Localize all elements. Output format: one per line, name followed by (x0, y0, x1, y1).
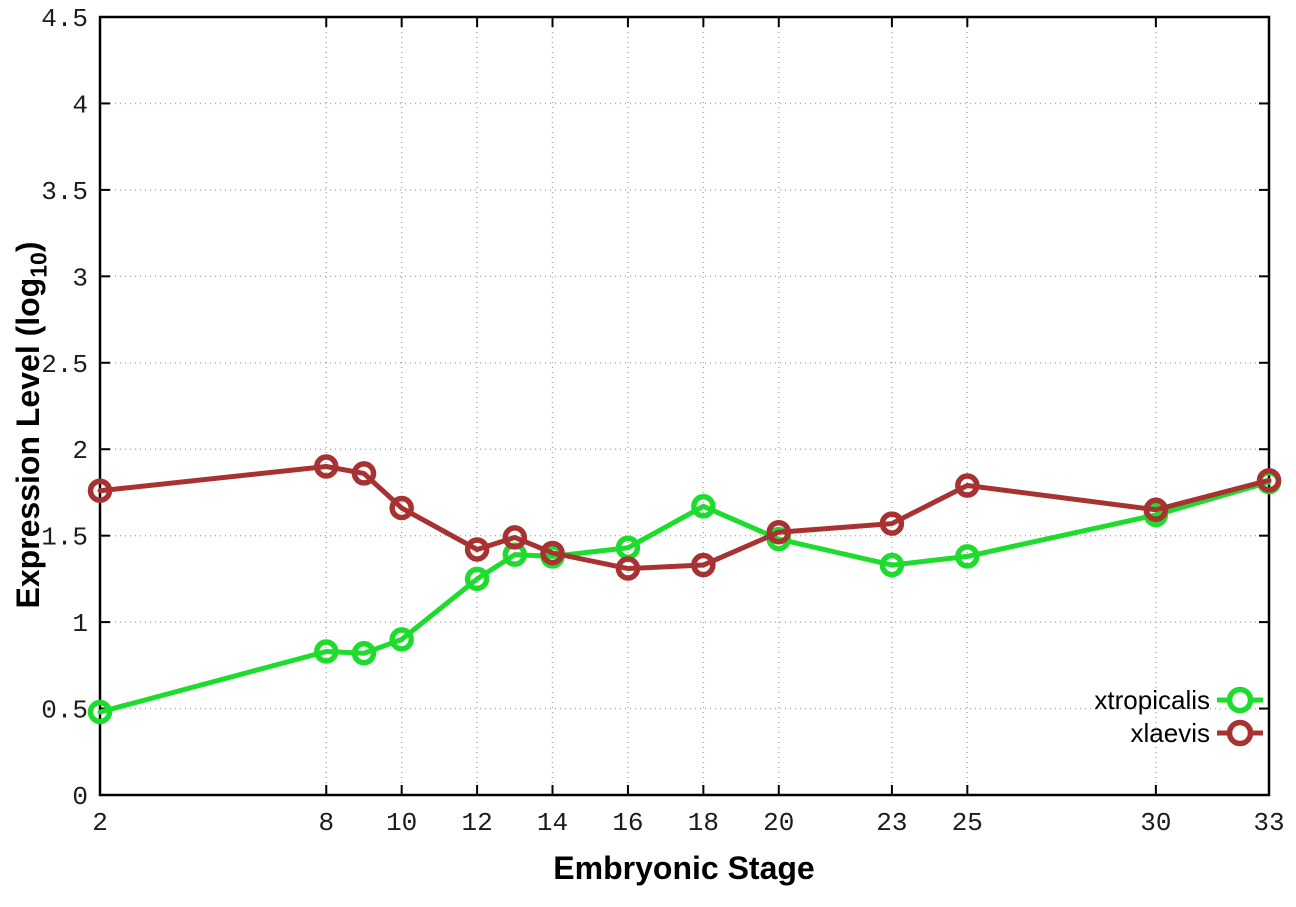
data-series (87, 454, 1282, 725)
x-tick-label: 10 (386, 808, 417, 838)
y-tick-label: 3.5 (41, 177, 88, 207)
data-point-marker-xtropicalis (87, 699, 113, 725)
y-tick-label: 4 (72, 90, 88, 120)
y-tick-label: 4.5 (41, 4, 88, 34)
legend-circle-marker-xlaevis (1226, 719, 1254, 747)
data-point-marker-xlaevis (502, 525, 528, 550)
plot-border (98, 15, 1271, 797)
data-point-marker-xtropicalis (314, 639, 339, 664)
data-point-marker-xlaevis (389, 495, 414, 521)
y-tick-label: 1.5 (41, 523, 88, 553)
x-tick-label: 23 (876, 808, 907, 838)
y-axis-title-main: Expression Level (log (10, 277, 46, 609)
data-point-marker-xlaevis (464, 537, 490, 562)
data-point-marker-xlaevis (1256, 468, 1282, 493)
gridlines (100, 17, 1269, 795)
x-tick-label: 14 (537, 808, 568, 838)
y-tick-label: 2.5 (41, 350, 88, 380)
data-point-marker-xtropicalis (464, 566, 490, 592)
x-tick-label: 16 (612, 808, 643, 838)
data-point-marker-xlaevis (540, 540, 565, 566)
data-point-marker-xtropicalis (955, 544, 980, 569)
data-point-marker-xtropicalis (691, 494, 716, 519)
series-line-xtropicalis (97, 479, 1272, 715)
x-tick-label: 20 (763, 808, 794, 838)
y-axis-title: Expression Level (log10) (10, 241, 52, 608)
data-point-marker-xlaevis (1143, 497, 1169, 522)
x-tick-label: 33 (1253, 808, 1284, 838)
legend: xtropicalis xlaevis (1094, 685, 1263, 748)
data-point-marker-xlaevis (766, 519, 792, 545)
x-tick-label: 2 (92, 808, 108, 838)
x-tick-label: 30 (1140, 808, 1171, 838)
x-tick-label: 8 (318, 808, 334, 838)
tick-labels: 2 8 10 12 14 16 18 20 23 25 30 33 0 0.5 1 1.5 2 2.5 3 3.5 4 4… (41, 4, 1284, 838)
x-tick-label: 25 (952, 808, 983, 838)
y-axis-title-end: ) (10, 241, 46, 253)
legend-label-xtropicalis: xtropicalis (1094, 685, 1210, 715)
data-point-marker-xlaevis (615, 556, 641, 581)
data-point-marker-xtropicalis (351, 640, 377, 666)
data-point-marker-xlaevis (87, 478, 113, 503)
data-point-marker-xlaevis (691, 552, 716, 578)
y-tick-label: 0.5 (41, 696, 88, 726)
y-tick-label: 2 (72, 436, 88, 466)
y-tick-label: 0 (72, 782, 88, 812)
data-point-marker-xlaevis (955, 473, 980, 498)
axes (98, 15, 1271, 797)
y-axis-title-subscript: 10 (25, 252, 52, 278)
data-point-marker-xtropicalis (879, 552, 905, 578)
legend-label-xlaevis: xlaevis (1131, 718, 1210, 748)
y-tick-label: 1 (72, 609, 88, 639)
legend-circle-marker-xtropicalis (1226, 686, 1254, 714)
data-point-marker-xlaevis (351, 461, 377, 486)
x-tick-label: 12 (461, 808, 492, 838)
data-point-marker-xtropicalis (389, 627, 414, 652)
data-point-marker-xlaevis (314, 454, 339, 479)
data-point-marker-xlaevis (879, 511, 905, 536)
y-tick-label: 3 (72, 263, 88, 293)
x-axis-title: Embryonic Stage (553, 850, 815, 886)
x-tick-label: 18 (688, 808, 719, 838)
